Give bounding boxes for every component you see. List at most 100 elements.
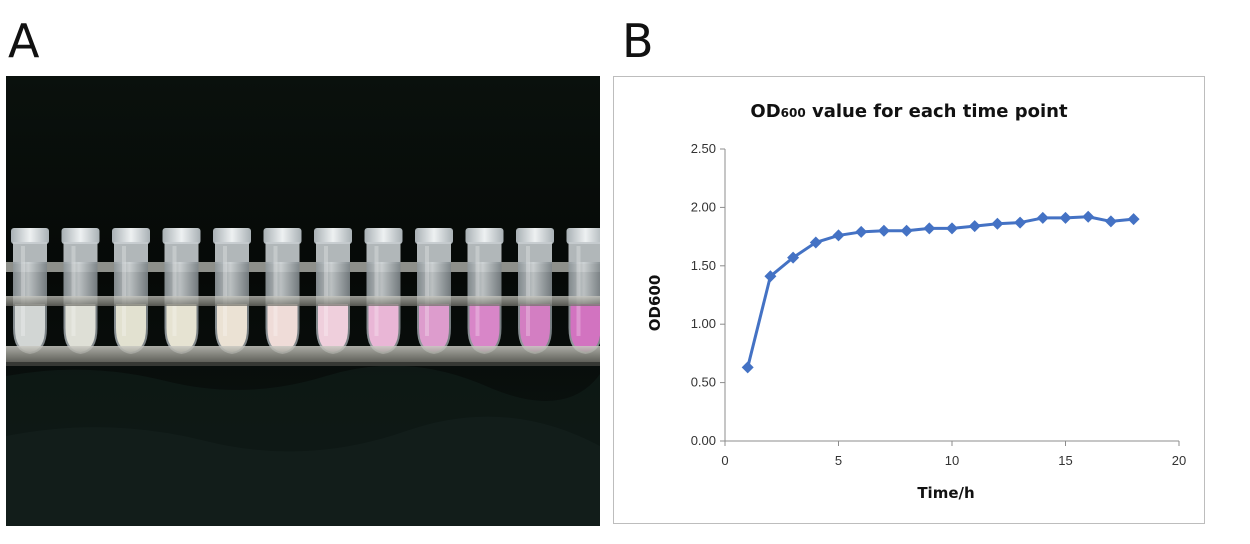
tube-collar [13, 242, 47, 264]
tube-liquid [166, 304, 197, 352]
y-tick-label: 1.00 [691, 316, 716, 331]
tube-highlight [273, 246, 278, 336]
data-point-marker [855, 225, 868, 238]
x-tick-label: 0 [721, 453, 728, 468]
x-tick-label: 20 [1172, 453, 1186, 468]
data-point-marker [1059, 211, 1072, 224]
data-point-marker [991, 217, 1004, 230]
tube-collar [518, 242, 552, 264]
panel-label-a: A [8, 14, 40, 68]
tube [112, 228, 150, 354]
tube-liquid [15, 304, 45, 352]
tube-collar [265, 242, 300, 264]
tube [314, 228, 352, 354]
x-axis-label: Time/h [917, 484, 974, 502]
chart-title-main: OD [750, 101, 780, 122]
tube-cap [213, 228, 251, 244]
tube-liquid [267, 304, 298, 352]
tube-rack-illustration [6, 76, 600, 526]
data-point-marker [1127, 213, 1140, 226]
tube-cap [162, 228, 201, 244]
od600-chart: OD600 value for each time point 0.00 0.50… [613, 76, 1205, 524]
tube-cap [566, 228, 600, 244]
tube [566, 228, 600, 354]
tube-liquid [419, 304, 449, 352]
data-point-marker [787, 251, 800, 264]
tube-collar [215, 242, 249, 264]
y-tick-label: 2.50 [691, 141, 716, 156]
data-point-marker [832, 229, 845, 242]
tube-collar [316, 242, 350, 264]
od600-line-chart: OD600 value for each time point 0.00 0.50… [646, 101, 1186, 502]
data-point-marker [968, 220, 981, 233]
tube [516, 228, 554, 354]
tube-cap [61, 228, 100, 244]
chart-title-subscript: 600 [781, 106, 806, 120]
tube-liquid [65, 304, 96, 352]
tube-liquid [116, 304, 146, 352]
series-line [746, 215, 1134, 368]
tube-highlight [475, 246, 480, 336]
y-tick-label: 2.00 [691, 199, 716, 214]
tube-liquid [217, 304, 247, 352]
tube-collar [417, 242, 451, 264]
tube-cap [314, 228, 352, 244]
data-point-marker [1082, 210, 1095, 223]
tube-collar [568, 242, 600, 264]
panel-label-b: B [622, 14, 654, 68]
tube-highlight [425, 246, 429, 336]
tube [61, 228, 100, 354]
tube [11, 228, 49, 354]
chart-title: OD600 value for each time point [750, 101, 1068, 122]
tube [415, 228, 453, 354]
tube-cap [263, 228, 302, 244]
tube-liquid [570, 304, 600, 352]
data-point-marker [809, 236, 822, 249]
tube-liquid [368, 304, 399, 352]
tube-collar [63, 242, 98, 264]
tube-collar [467, 242, 502, 264]
tube-collar [164, 242, 199, 264]
tube [364, 228, 403, 354]
tube-cap [364, 228, 403, 244]
rack-middle-rail [6, 296, 600, 306]
data-point-marker [1036, 211, 1049, 224]
tube [465, 228, 504, 354]
tube-highlight [526, 246, 530, 336]
tube-cap [516, 228, 554, 244]
data-point-marker [923, 222, 936, 235]
x-tick-label: 10 [945, 453, 959, 468]
tube-highlight [172, 246, 177, 336]
tube-highlight [374, 246, 379, 336]
tube-liquid [318, 304, 348, 352]
tube-collar [114, 242, 148, 264]
data-point-marker [900, 224, 913, 237]
x-tick-label: 15 [1058, 453, 1072, 468]
data-point-marker [741, 361, 754, 374]
tube [213, 228, 251, 354]
tube-cap [11, 228, 49, 244]
chart-title-rest: value for each time point [806, 101, 1068, 122]
tube-liquid [520, 304, 550, 352]
tube [263, 228, 302, 354]
tube-cap [415, 228, 453, 244]
data-point-marker [946, 222, 958, 235]
tube-highlight [21, 246, 25, 336]
data-point-marker [877, 224, 890, 237]
rack-bottom-rail [6, 346, 600, 362]
tube-rack-photo [6, 76, 600, 526]
tube [162, 228, 201, 354]
tube-collar [366, 242, 401, 264]
y-tick-label: 1.50 [691, 258, 716, 273]
tube-liquid [469, 304, 500, 352]
tube-highlight [122, 246, 126, 336]
data-point-marker [764, 270, 777, 283]
tube-highlight [576, 246, 581, 336]
tube-highlight [223, 246, 227, 336]
y-tick-label: 0.00 [691, 433, 716, 448]
y-tick-label: 0.50 [691, 375, 716, 390]
rack-base-shadow [6, 362, 600, 366]
data-point-marker [1014, 216, 1027, 229]
x-tick-label: 5 [835, 453, 842, 468]
rack-top-rail [6, 262, 600, 272]
